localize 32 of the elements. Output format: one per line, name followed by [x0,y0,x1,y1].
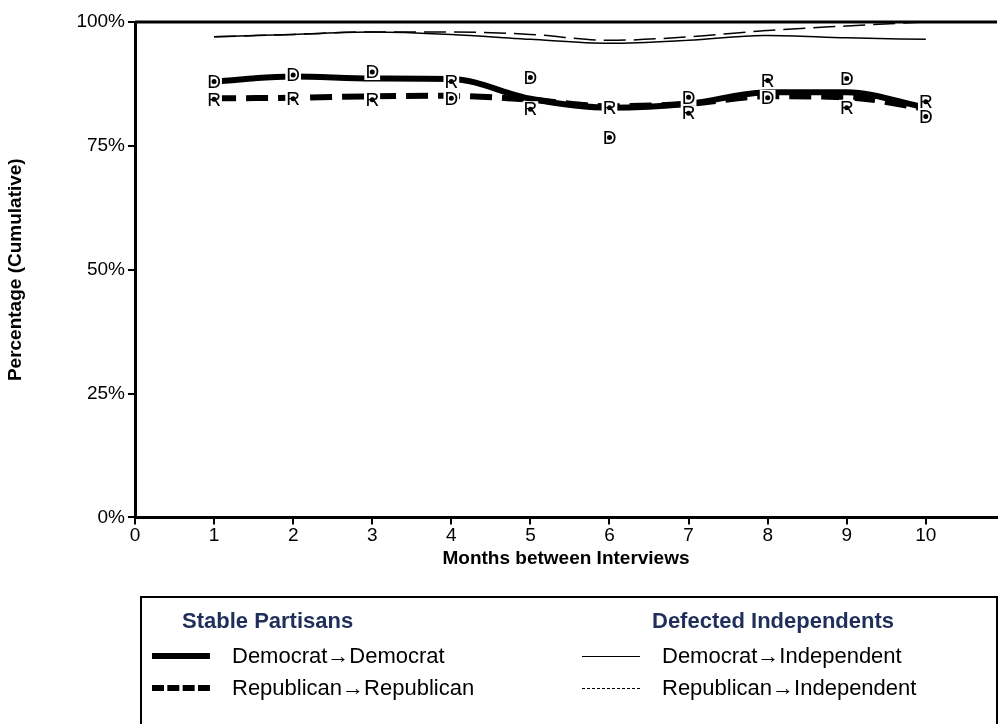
x-tick-label: 1 [208,524,220,546]
x-tick-label: 8 [762,524,773,546]
x-tick-label: 7 [683,524,694,546]
x-tick-label: 9 [841,524,853,546]
data-label: D [286,64,301,86]
y-tick-label: 75% [86,134,126,156]
x-tick-label: 6 [604,524,615,546]
legend-label: Republican→Independent [662,675,917,701]
data-label: D [602,126,617,148]
text: Stable Partisans [181,607,355,635]
y-tick-label: 0% [97,505,126,527]
data-label: D [760,87,775,109]
x-tick-label: 4 [446,524,458,546]
x-tick-label: 0 [129,524,141,546]
legend-label: Democrat→Independent [662,643,902,669]
x-tick-label: 5 [525,524,536,546]
data-label: D [839,67,854,89]
x-tick-label: 3 [366,524,378,546]
y-tick-label: 25% [86,381,126,403]
y-tick-label: 100% [76,10,126,32]
data-label: D [523,66,538,88]
legend-label: Democrat→Democrat [232,643,445,669]
x-axis-title: Months between Interviews [442,546,690,568]
data-label: D [365,61,380,83]
text: Defected Independents [651,607,896,635]
x-tick-label: 10 [915,524,937,546]
y-tick-label: 50% [86,257,126,279]
y-axis-title: Percentage (Cumulative) [3,158,25,382]
data-label: D [207,70,221,92]
legend-label: Republican→Republican [232,675,475,701]
data-label: D [444,87,459,109]
x-tick-label: 2 [287,524,299,546]
